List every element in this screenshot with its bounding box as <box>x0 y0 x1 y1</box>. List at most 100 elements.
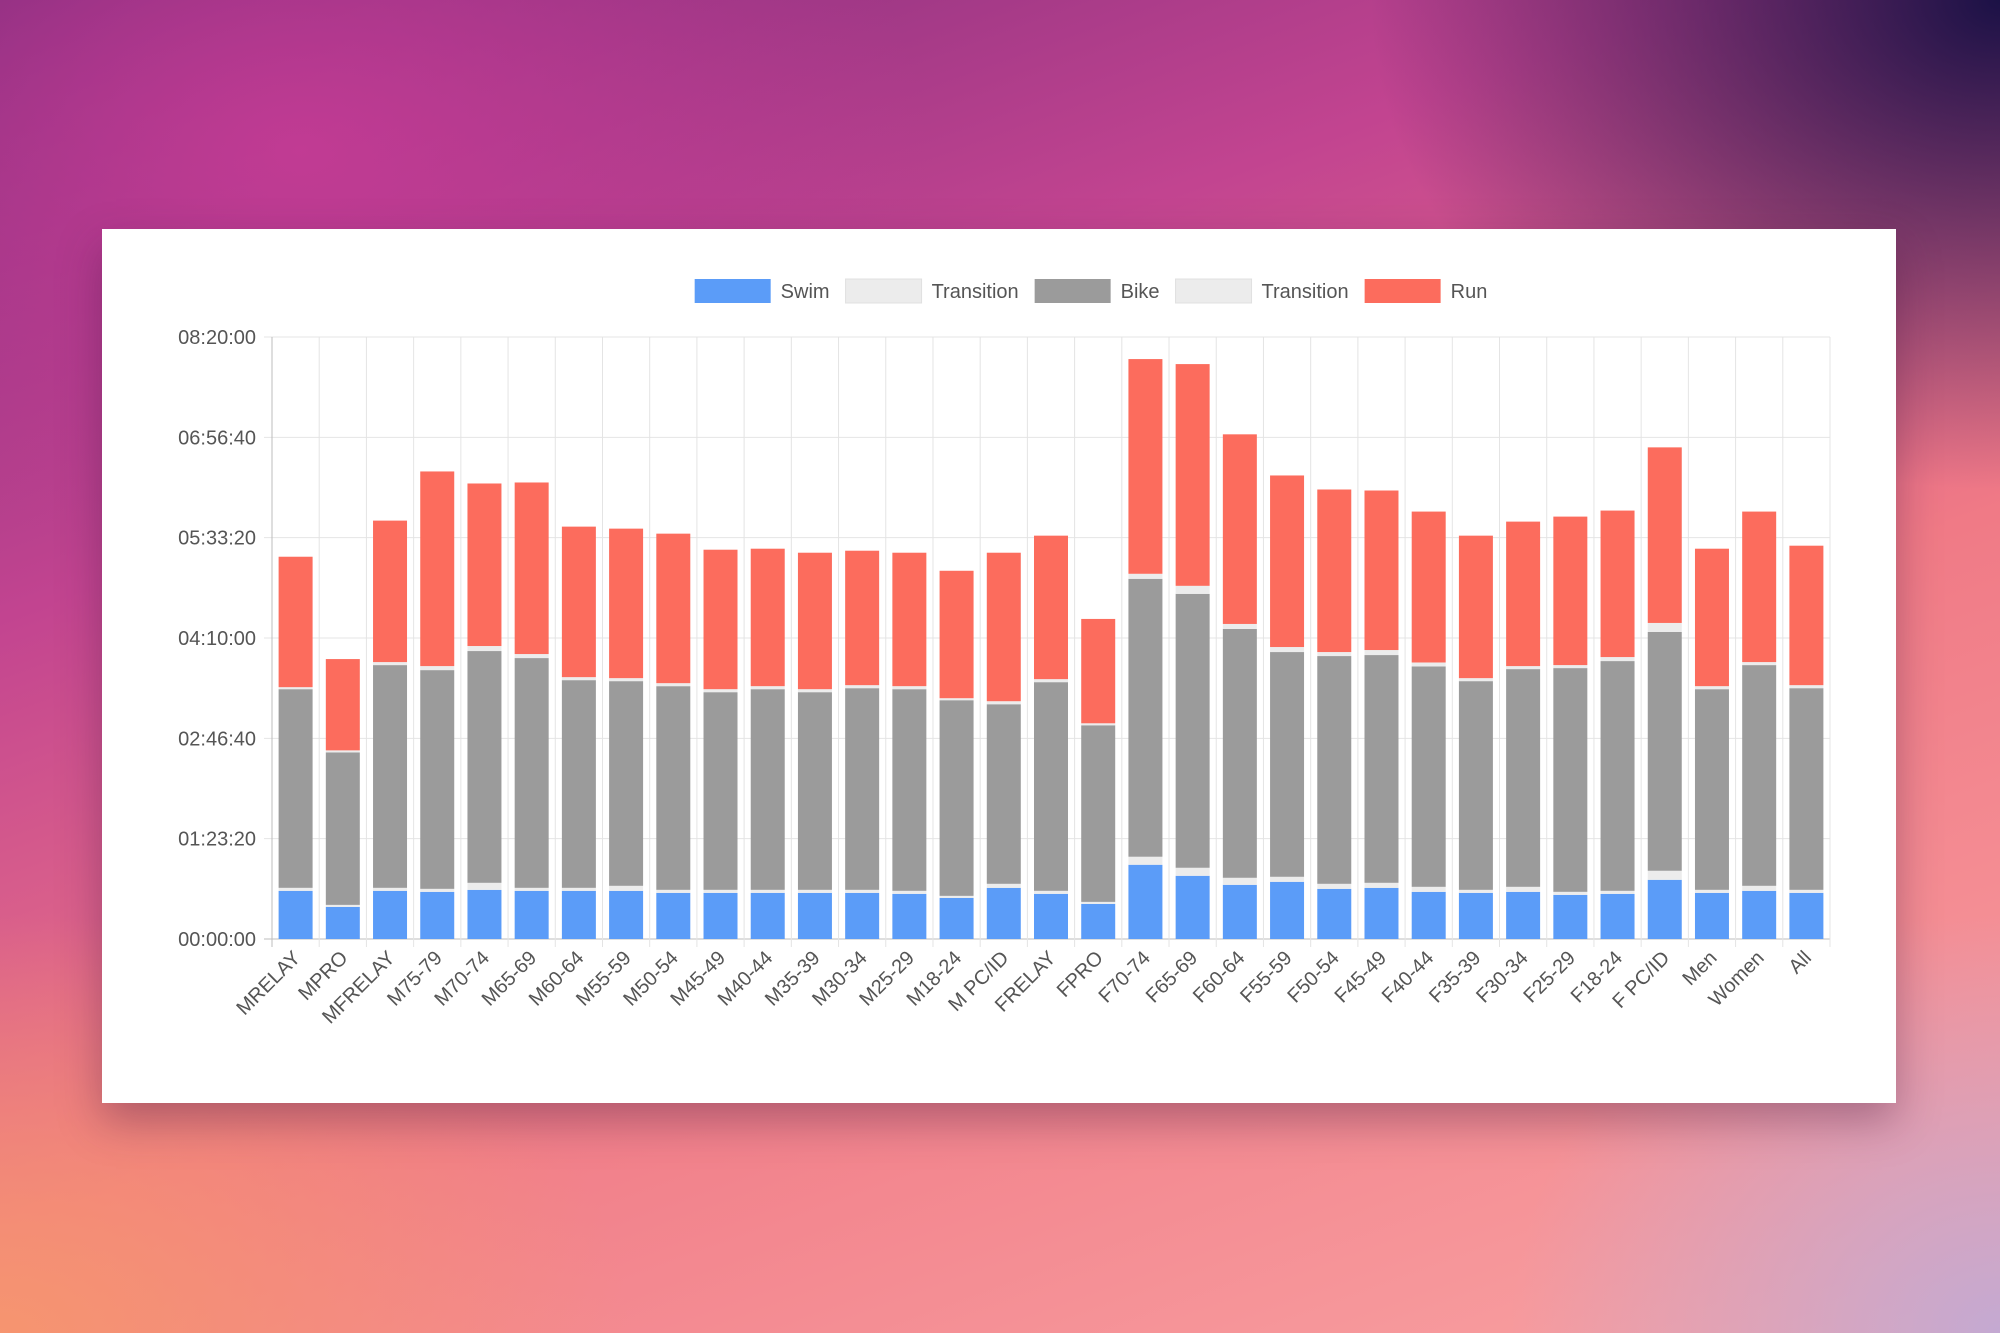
bar-swim-frelay[interactable] <box>1034 893 1068 939</box>
bar-run-m-pc-id[interactable] <box>986 552 1021 702</box>
bar-swim-f18-24[interactable] <box>1600 893 1635 939</box>
bar-transition-m65-69[interactable] <box>514 887 549 891</box>
bar-transition-f70-74[interactable] <box>1128 856 1163 865</box>
bar-transition-f60-64[interactable] <box>1222 877 1257 885</box>
bar-run-mrelay[interactable] <box>278 556 313 688</box>
bar-run-m60-64[interactable] <box>561 526 596 678</box>
bar-bike-f65-69[interactable] <box>1175 593 1210 868</box>
bar-run-f65-69[interactable] <box>1175 364 1210 586</box>
bar-run-m40-44[interactable] <box>750 548 785 687</box>
bar-bike-frelay[interactable] <box>1034 682 1068 891</box>
bar-swim-m45-49[interactable] <box>703 892 738 939</box>
legend-item-transition[interactable]: Transition <box>845 278 1019 304</box>
bar-transition-all[interactable] <box>1789 889 1824 893</box>
bar-transition-m35-39[interactable] <box>797 889 832 893</box>
bar-bike-mfrelay[interactable] <box>373 665 408 888</box>
bar-run-men[interactable] <box>1694 548 1729 687</box>
bar-swim-m30-34[interactable] <box>845 892 880 939</box>
bar-transition-f25-29[interactable] <box>1553 665 1588 669</box>
bar-run-f35-39[interactable] <box>1458 535 1493 679</box>
bar-transition-m45-49[interactable] <box>703 689 738 693</box>
bar-run-f18-24[interactable] <box>1600 510 1635 658</box>
bar-transition-f50-54[interactable] <box>1317 652 1352 657</box>
bar-swim-f30-34[interactable] <box>1506 891 1541 939</box>
bar-transition-m45-49[interactable] <box>703 889 738 893</box>
bar-swim-m-pc-id[interactable] <box>986 887 1021 939</box>
bar-transition-m50-54[interactable] <box>656 889 691 893</box>
bar-run-f60-64[interactable] <box>1222 434 1257 624</box>
bar-transition-f55-59[interactable] <box>1270 876 1305 882</box>
legend-item-run[interactable]: Run <box>1364 279 1488 303</box>
bar-swim-f25-29[interactable] <box>1553 894 1588 939</box>
bar-transition-f65-69[interactable] <box>1175 585 1210 594</box>
bar-transition-women[interactable] <box>1742 662 1777 666</box>
bar-swim-m35-39[interactable] <box>797 892 832 939</box>
bar-bike-f55-59[interactable] <box>1270 652 1305 877</box>
bar-transition-f45-49[interactable] <box>1364 650 1399 656</box>
bar-bike-f45-49[interactable] <box>1364 655 1399 883</box>
bar-bike-f-pc-id[interactable] <box>1647 631 1682 871</box>
bar-transition-f40-44[interactable] <box>1411 662 1446 667</box>
bar-transition-m55-59[interactable] <box>609 678 644 682</box>
bar-transition-f60-64[interactable] <box>1222 623 1257 629</box>
bar-transition-m40-44[interactable] <box>750 686 785 690</box>
legend-item-transition[interactable]: Transition <box>1175 278 1349 304</box>
bar-transition-f30-34[interactable] <box>1506 886 1541 892</box>
bar-swim-f35-39[interactable] <box>1458 892 1493 939</box>
bar-swim-m18-24[interactable] <box>939 897 974 939</box>
bar-swim-fpro[interactable] <box>1081 903 1116 939</box>
bar-run-f25-29[interactable] <box>1553 516 1588 666</box>
bar-bike-men[interactable] <box>1694 689 1729 890</box>
bar-bike-f70-74[interactable] <box>1128 578 1163 857</box>
bar-run-m35-39[interactable] <box>797 552 832 690</box>
bar-run-mpro[interactable] <box>325 659 360 751</box>
bar-transition-m70-74[interactable] <box>467 646 502 652</box>
bar-run-m70-74[interactable] <box>467 483 502 647</box>
bar-transition-m25-29[interactable] <box>892 890 927 894</box>
bar-transition-fpro[interactable] <box>1081 901 1116 904</box>
bar-transition-m60-64[interactable] <box>561 887 596 891</box>
bar-transition-f-pc-id[interactable] <box>1647 622 1682 632</box>
bar-transition-m-pc-id[interactable] <box>986 883 1021 888</box>
bar-transition-f18-24[interactable] <box>1600 890 1635 894</box>
bar-transition-frelay[interactable] <box>1034 679 1068 683</box>
bar-swim-mfrelay[interactable] <box>373 890 408 939</box>
bar-bike-f50-54[interactable] <box>1317 656 1352 884</box>
bar-bike-f40-44[interactable] <box>1411 666 1446 887</box>
bar-transition-m75-79[interactable] <box>420 666 455 671</box>
bar-transition-mrelay[interactable] <box>278 687 313 690</box>
bar-run-m65-69[interactable] <box>514 482 549 655</box>
bar-run-f40-44[interactable] <box>1411 511 1446 663</box>
bar-bike-m55-59[interactable] <box>609 681 644 886</box>
bar-run-women[interactable] <box>1742 511 1777 663</box>
bar-transition-m18-24[interactable] <box>939 698 974 701</box>
bar-transition-fpro[interactable] <box>1081 723 1116 726</box>
bar-bike-m70-74[interactable] <box>467 651 502 883</box>
bar-run-m75-79[interactable] <box>420 471 455 667</box>
bar-swim-f-pc-id[interactable] <box>1647 879 1682 939</box>
bar-transition-m18-24[interactable] <box>939 895 974 898</box>
bar-run-f-pc-id[interactable] <box>1647 447 1682 623</box>
bar-transition-m40-44[interactable] <box>750 889 785 893</box>
bar-run-fpro[interactable] <box>1081 618 1116 724</box>
bar-swim-m25-29[interactable] <box>892 893 927 939</box>
bar-transition-mfrelay[interactable] <box>373 887 408 891</box>
bar-transition-mrelay[interactable] <box>278 887 313 891</box>
bar-transition-m-pc-id[interactable] <box>986 701 1021 705</box>
bar-run-m50-54[interactable] <box>656 533 691 684</box>
bar-transition-all[interactable] <box>1789 685 1824 689</box>
bar-bike-f30-34[interactable] <box>1506 669 1541 887</box>
bar-run-m18-24[interactable] <box>939 570 974 699</box>
bar-run-f70-74[interactable] <box>1128 359 1163 574</box>
bar-bike-m-pc-id[interactable] <box>986 704 1021 884</box>
bar-swim-f60-64[interactable] <box>1222 884 1257 939</box>
bar-transition-f-pc-id[interactable] <box>1647 870 1682 880</box>
bar-transition-mpro[interactable] <box>325 750 360 753</box>
bar-transition-m75-79[interactable] <box>420 888 455 892</box>
bar-run-f30-34[interactable] <box>1506 521 1541 667</box>
bar-transition-women[interactable] <box>1742 885 1777 891</box>
bar-swim-mpro[interactable] <box>325 906 360 939</box>
bar-swim-f40-44[interactable] <box>1411 891 1446 939</box>
bar-transition-f35-39[interactable] <box>1458 889 1493 893</box>
bar-swim-m40-44[interactable] <box>750 892 785 939</box>
